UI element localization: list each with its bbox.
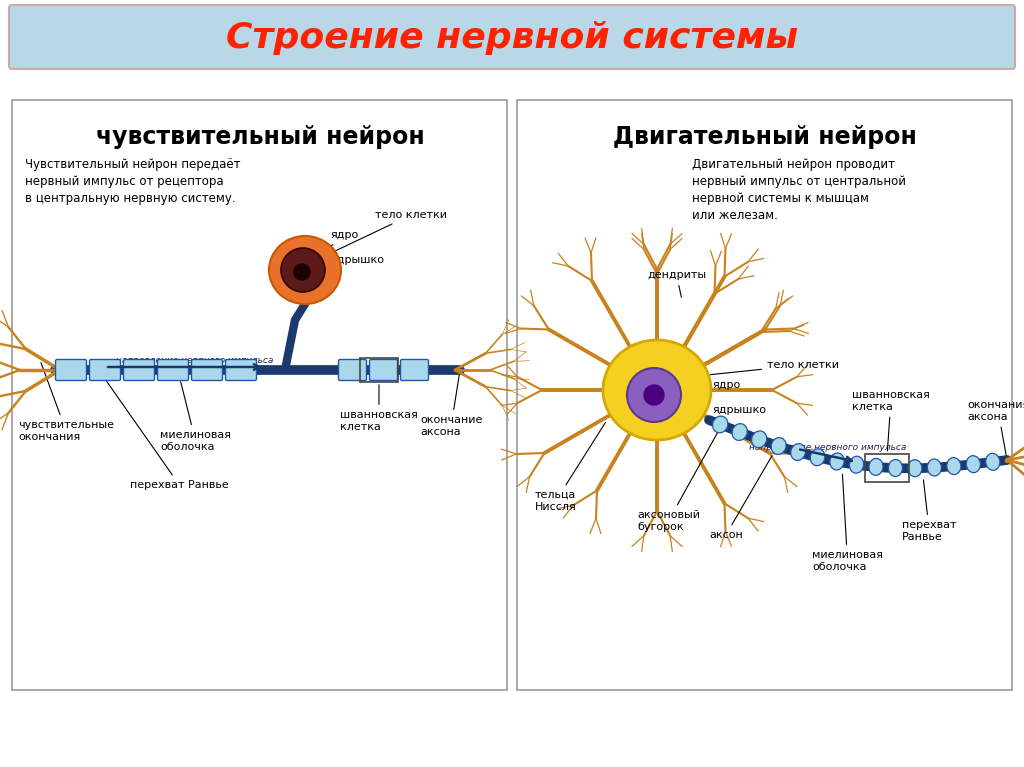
Text: окончания
аксона: окончания аксона (967, 400, 1024, 457)
Text: ядро: ядро (675, 380, 740, 400)
Ellipse shape (713, 416, 728, 433)
Text: перехват Ранвье: перехват Ранвье (106, 381, 228, 490)
Text: чувствительные
окончания: чувствительные окончания (18, 363, 114, 442)
Text: Чувствительный нейрон передаёт
нервный импульс от рецептора
в центральную нервну: Чувствительный нейрон передаёт нервный и… (25, 158, 241, 205)
Circle shape (644, 385, 664, 405)
Text: направление нервного импульса: направление нервного импульса (117, 356, 273, 365)
Text: аксоновый
бугорок: аксоновый бугорок (637, 433, 718, 532)
Ellipse shape (791, 443, 806, 460)
Text: ядро: ядро (295, 230, 358, 276)
Text: аксон: аксон (709, 456, 772, 540)
Bar (865, 454, 909, 482)
Bar (360, 358, 398, 382)
Ellipse shape (269, 236, 341, 304)
Circle shape (627, 368, 681, 422)
Text: чувствительный нейрон: чувствительный нейрон (95, 125, 424, 149)
FancyBboxPatch shape (191, 360, 222, 380)
Text: Строение нервной системы: Строение нервной системы (226, 21, 798, 55)
Ellipse shape (732, 423, 748, 440)
Text: ядрышко: ядрышко (675, 405, 766, 415)
FancyBboxPatch shape (370, 360, 397, 380)
Text: тельца
Ниссля: тельца Ниссля (535, 423, 605, 512)
Ellipse shape (771, 438, 786, 454)
Text: ядрышко: ядрышко (300, 255, 384, 283)
Text: дендриты: дендриты (647, 270, 707, 298)
FancyBboxPatch shape (55, 360, 86, 380)
Bar (517, 100, 1012, 690)
FancyBboxPatch shape (339, 360, 367, 380)
FancyBboxPatch shape (158, 360, 188, 380)
Text: тело клетки: тело клетки (336, 210, 447, 251)
FancyBboxPatch shape (225, 360, 256, 380)
FancyBboxPatch shape (9, 5, 1015, 69)
FancyBboxPatch shape (400, 360, 428, 380)
Ellipse shape (829, 453, 844, 470)
Ellipse shape (810, 449, 825, 466)
Text: миелиновая
оболочка: миелиновая оболочка (812, 474, 883, 571)
Circle shape (281, 248, 325, 292)
Text: шванновская
клетка: шванновская клетка (340, 385, 418, 432)
Ellipse shape (986, 453, 999, 470)
Ellipse shape (928, 459, 941, 476)
Text: Двигательный нейрон: Двигательный нейрон (613, 125, 916, 149)
Ellipse shape (947, 458, 961, 475)
Text: тело клетки: тело клетки (710, 360, 839, 375)
FancyBboxPatch shape (124, 360, 155, 380)
Ellipse shape (889, 459, 902, 476)
Text: Двигательный нейрон проводит
нервный импульс от центральной
нервной системы к мы: Двигательный нейрон проводит нервный имп… (692, 158, 906, 222)
Text: перехват
Ранвье: перехват Ранвье (902, 480, 956, 542)
Ellipse shape (752, 431, 767, 448)
Text: миелиновая
оболочка: миелиновая оболочка (160, 382, 231, 452)
Text: окончание
аксона: окончание аксона (420, 373, 482, 436)
FancyBboxPatch shape (89, 360, 121, 380)
Ellipse shape (849, 456, 863, 473)
Text: шванновская
клетка: шванновская клетка (852, 390, 930, 451)
Ellipse shape (967, 456, 980, 472)
Ellipse shape (603, 340, 711, 440)
Text: направление нервного импульса: направление нервного импульса (749, 443, 906, 452)
Ellipse shape (908, 459, 922, 477)
Ellipse shape (869, 459, 883, 476)
Circle shape (294, 264, 310, 280)
Bar (12, 100, 507, 690)
